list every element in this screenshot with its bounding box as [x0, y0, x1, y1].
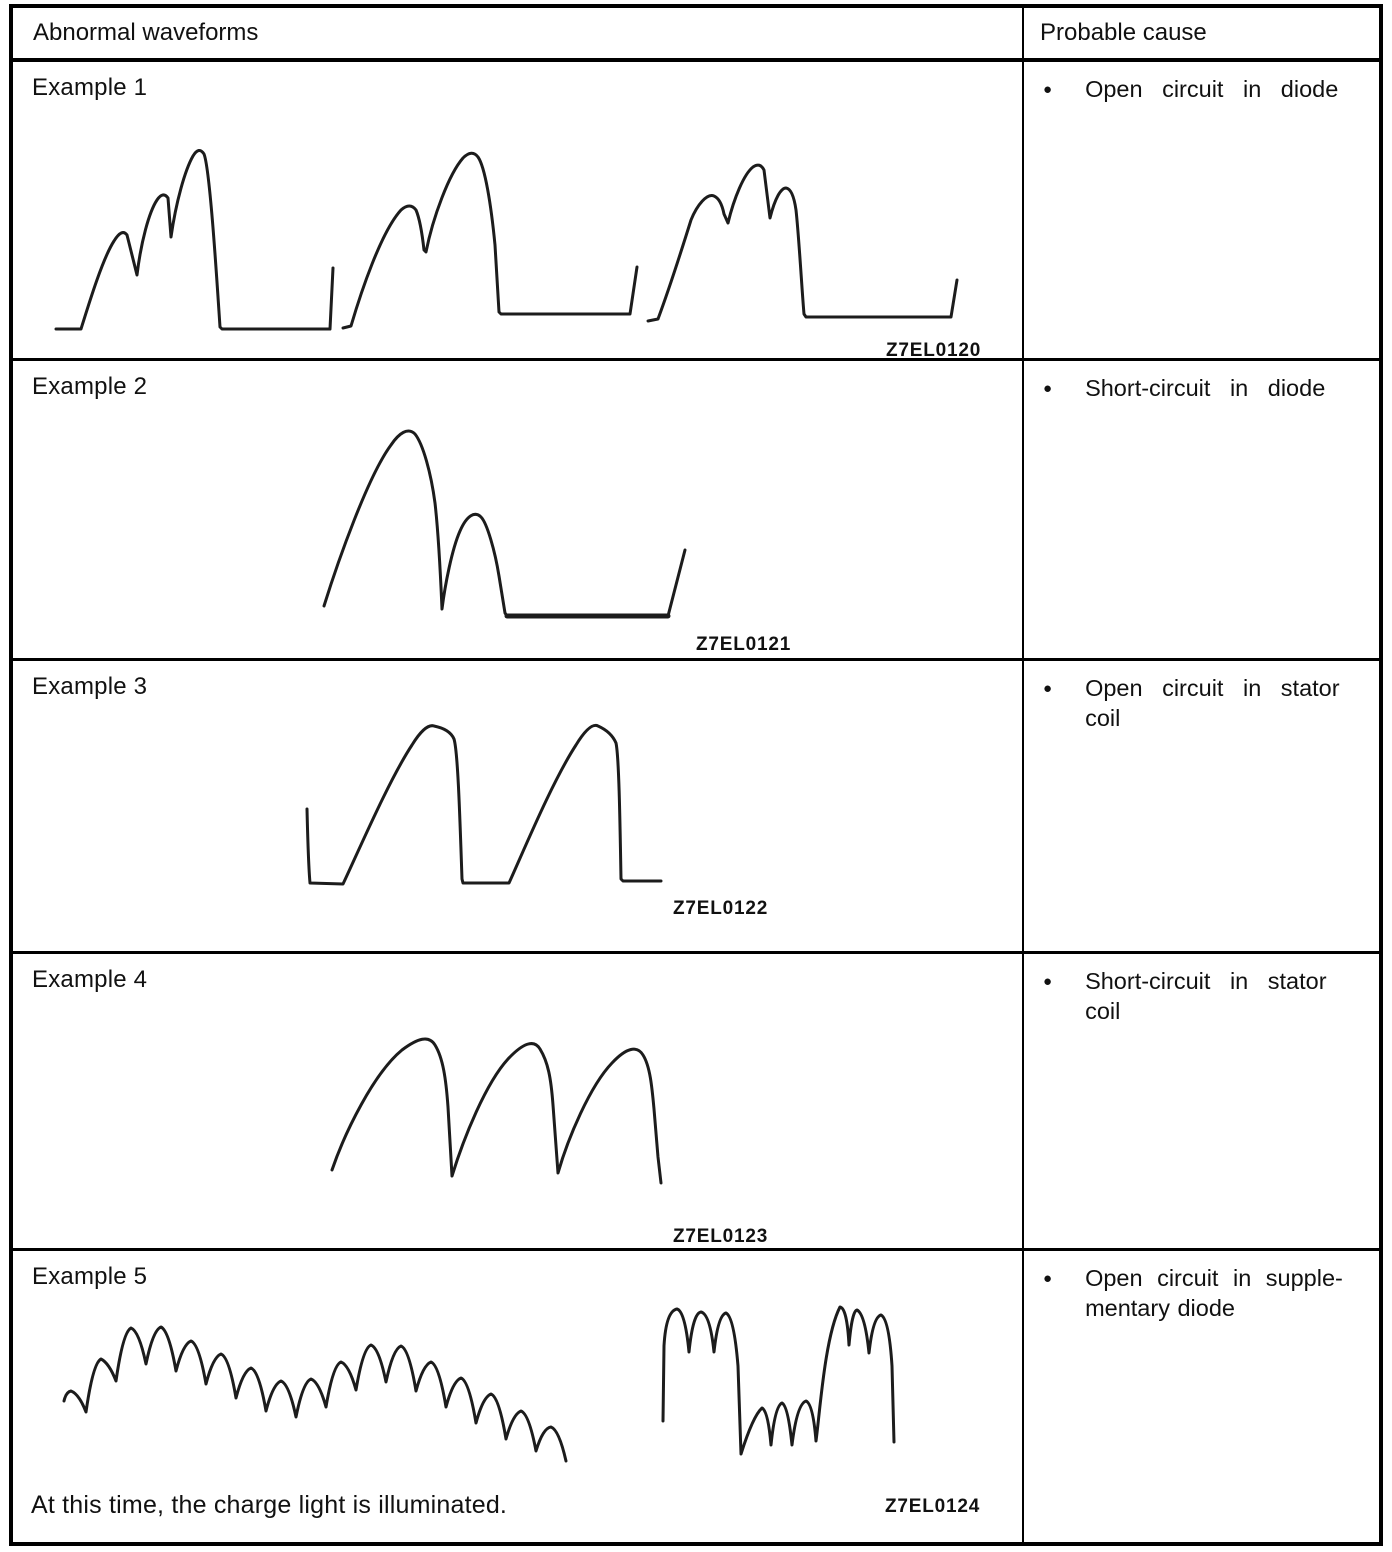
- waveform-example-3-open-stator: [305, 723, 663, 886]
- example-3-label: Example 3: [32, 673, 148, 700]
- cause-cell-example-1: ● Open circuit in diode: [1022, 62, 1379, 361]
- cause-text-3: Open circuit in stator coil: [1085, 673, 1363, 733]
- waveform-cell-example-3: Example 3 Z7EL0122: [13, 661, 1022, 954]
- cause-line: Open circuit in stator: [1085, 675, 1340, 701]
- cause-text-1: Open circuit in diode: [1085, 74, 1363, 104]
- waveform-cell-example-5: Example 5 At this time, the charge light…: [13, 1251, 1022, 1542]
- header-probable-cause: Probable cause: [1022, 8, 1379, 62]
- example-2-label: Example 2: [32, 373, 148, 400]
- cause-text-2: Short-circuit in diode: [1085, 373, 1363, 403]
- cause-cell-example-4: ● Short-circuit in stator coil: [1022, 954, 1379, 1251]
- cause-item-5: ● Open circuit in supple- mentary diode: [1024, 1263, 1379, 1323]
- example-1-label: Example 1: [32, 74, 148, 101]
- cause-text-5: Open circuit in supple- mentary diode: [1085, 1263, 1363, 1323]
- cause-line: Open circuit in diode: [1085, 76, 1339, 102]
- figure-code-2: Z7EL0121: [696, 634, 792, 655]
- cause-item-1: ● Open circuit in diode: [1024, 74, 1379, 105]
- cause-item-2: ● Short-circuit in diode: [1024, 373, 1379, 404]
- cause-cell-example-3: ● Open circuit in stator coil: [1022, 661, 1379, 954]
- cause-item-4: ● Short-circuit in stator coil: [1024, 966, 1379, 1026]
- waveform-example-4-short-stator: [330, 1037, 663, 1185]
- cause-text-4: Short-circuit in stator coil: [1085, 966, 1363, 1026]
- charge-light-note: At this time, the charge light is illumi…: [31, 1491, 508, 1519]
- example-5-label: Example 5: [32, 1263, 148, 1290]
- cause-line: Short-circuit in stator: [1085, 968, 1327, 994]
- abnormal-waveforms-table: Abnormal waveforms Probable cause Exampl…: [9, 4, 1383, 1546]
- figure-code-3: Z7EL0122: [673, 898, 769, 919]
- cause-line: coil: [1085, 705, 1121, 731]
- figure-code-1: Z7EL0120: [886, 340, 982, 361]
- waveform-cell-example-4: Example 4 Z7EL0123: [13, 954, 1022, 1251]
- cause-line: mentary diode: [1085, 1295, 1235, 1321]
- cause-line: Short-circuit in diode: [1085, 375, 1326, 401]
- cause-cell-example-5: ● Open circuit in supple- mentary diode: [1022, 1251, 1379, 1542]
- waveform-example-1-open-diode: [54, 149, 959, 331]
- cause-line: Open circuit in supple-: [1085, 1265, 1343, 1291]
- bullet-icon: ●: [1043, 973, 1053, 990]
- header-abnormal-waveforms-label: Abnormal waveforms: [33, 19, 259, 46]
- figure-code-5: Z7EL0124: [885, 1496, 981, 1517]
- cause-cell-example-2: ● Short-circuit in diode: [1022, 361, 1379, 661]
- bullet-icon: ●: [1043, 1270, 1053, 1287]
- waveform-example-5-open-supplementary-diode: [62, 1305, 896, 1463]
- bullet-icon: ●: [1043, 81, 1053, 98]
- header-probable-cause-label: Probable cause: [1040, 19, 1207, 46]
- example-4-label: Example 4: [32, 966, 148, 993]
- figure-code-4: Z7EL0123: [673, 1226, 769, 1247]
- cause-line: coil: [1085, 998, 1121, 1024]
- waveform-cell-example-1: Example 1 Z7EL0120: [13, 62, 1022, 361]
- cause-item-3: ● Open circuit in stator coil: [1024, 673, 1379, 733]
- waveform-example-2-short-diode: [322, 429, 687, 619]
- bullet-icon: ●: [1043, 380, 1053, 397]
- header-abnormal-waveforms: Abnormal waveforms: [13, 8, 1022, 62]
- bullet-icon: ●: [1043, 680, 1053, 697]
- waveform-cell-example-2: Example 2 Z7EL0121: [13, 361, 1022, 661]
